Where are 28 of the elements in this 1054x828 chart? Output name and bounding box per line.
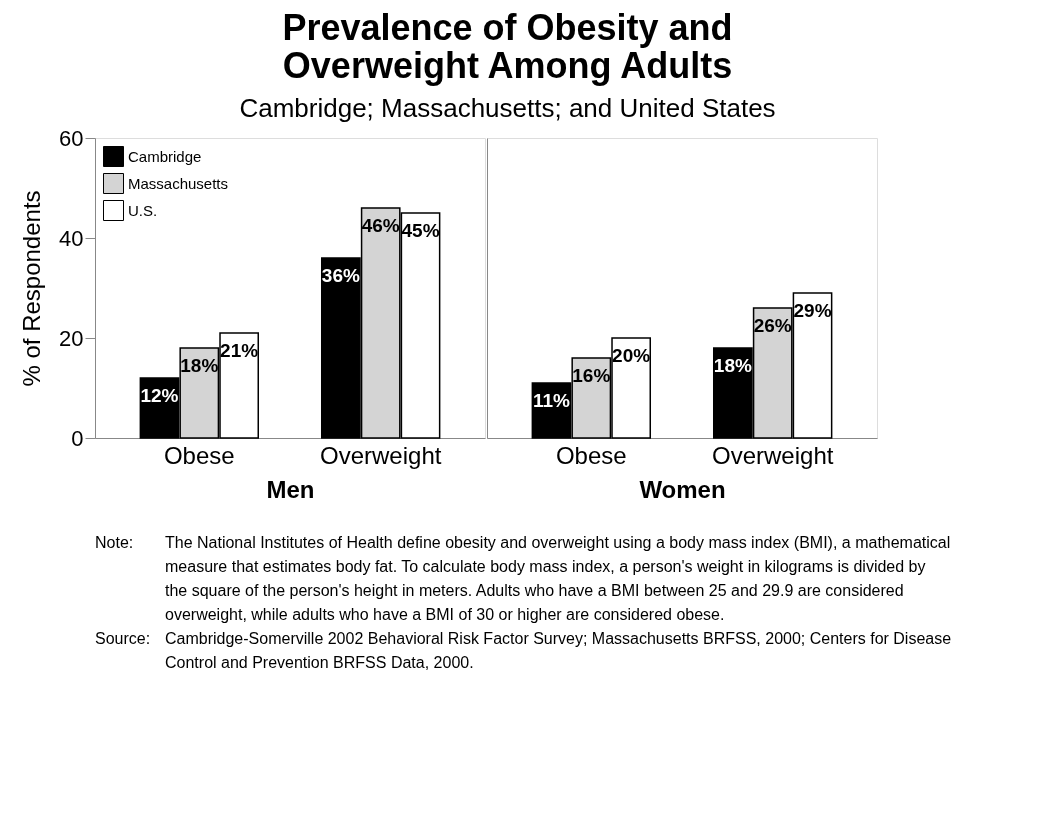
- data-label: 18%: [713, 355, 752, 376]
- x-tick-label: Obese: [163, 441, 235, 469]
- data-label: 16%: [572, 365, 611, 386]
- text: Note: The National Institutes of Health define obesity and overweight using a body mass index (BMI), a mathematical measure that estimates body fat. To calculate body mass index, a person's weight in kilograms is divided by the square of the person's height in meters. Adults who have a BMI between 25 and 29.9 are considered overweight, while adults who have a BMI of 30 or higher are considered obese.: [95, 534, 951, 623]
- y-tick-label: 0: [71, 425, 84, 451]
- text: Source: Cambridge-Somerville 2002 Behavioral Risk Factor Survey; Massachusetts BRFSS, 2000; Centers for Disease Control and Prevention BRFSS Data, 2000.: [95, 630, 952, 671]
- legend-label: U.S.: [128, 201, 158, 219]
- x-tick-label: Overweight: [320, 441, 442, 469]
- x-tick-label: Overweight: [712, 441, 834, 469]
- data-label: 46%: [361, 215, 400, 236]
- y-tick-label: 20: [59, 325, 84, 351]
- legend-label: Cambridge: [128, 147, 202, 165]
- chart-subtitle: Cambridge; Massachusetts; and United States: [239, 92, 776, 123]
- y-tick-label: 40: [59, 225, 84, 251]
- data-label: 18%: [180, 355, 219, 376]
- data-label: 11%: [532, 390, 571, 411]
- data-label: 29%: [793, 300, 832, 321]
- data-label: 12%: [140, 385, 179, 406]
- data-label: 26%: [753, 315, 792, 336]
- y-axis-title: % of Respondents: [18, 190, 46, 387]
- data-label: 36%: [321, 265, 360, 286]
- legend-label: Massachusetts: [128, 174, 229, 192]
- x-tick-label: Obese: [555, 441, 627, 469]
- y-tick-label: 60: [59, 125, 84, 151]
- data-label: 45%: [401, 220, 440, 241]
- x-axis-title: Men: [266, 475, 315, 503]
- x-axis-title: Women: [639, 475, 726, 503]
- chart-title: Prevalence of Obesity and Overweight Among Adults: [282, 6, 733, 86]
